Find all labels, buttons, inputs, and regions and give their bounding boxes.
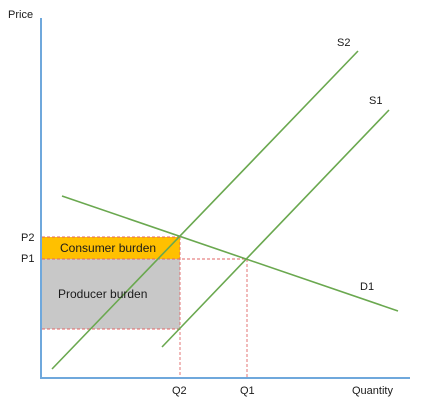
s2-label: S2 bbox=[337, 37, 350, 49]
d1-label: D1 bbox=[360, 281, 374, 293]
demand-curve-d1 bbox=[61, 195, 399, 312]
producer-burden-area bbox=[42, 259, 180, 329]
supply-curve-s2 bbox=[51, 50, 359, 370]
p2-label: P2 bbox=[21, 232, 34, 244]
p1-label: P1 bbox=[21, 253, 34, 265]
curves bbox=[51, 50, 399, 370]
consumer-burden-area bbox=[42, 237, 180, 259]
s1-label: S1 bbox=[369, 95, 382, 107]
guide-lines bbox=[42, 236, 248, 378]
q1-label: Q1 bbox=[240, 385, 255, 397]
consumer-burden-label: Consumer burden bbox=[60, 241, 156, 255]
x-axis-label: Quantity bbox=[352, 385, 393, 397]
y-axis-label: Price bbox=[8, 9, 33, 21]
supply-curve-s1 bbox=[161, 109, 390, 348]
axes bbox=[40, 18, 410, 379]
producer-burden-label: Producer burden bbox=[58, 287, 147, 301]
q2-label: Q2 bbox=[172, 385, 187, 397]
